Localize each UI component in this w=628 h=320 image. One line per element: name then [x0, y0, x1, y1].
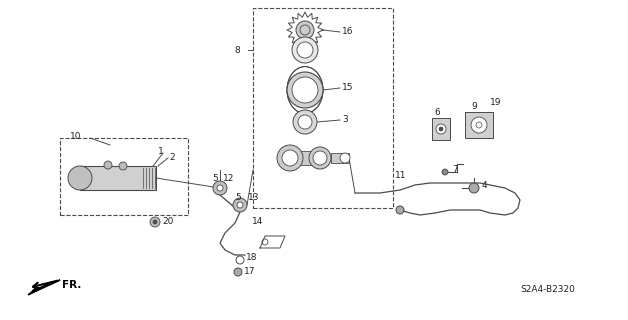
Circle shape	[282, 150, 298, 166]
Text: 8: 8	[234, 45, 240, 54]
Circle shape	[234, 268, 242, 276]
Circle shape	[313, 151, 327, 165]
Circle shape	[68, 166, 92, 190]
Text: 10: 10	[70, 132, 82, 140]
Text: 14: 14	[252, 218, 263, 227]
Text: 20: 20	[162, 218, 173, 227]
Circle shape	[292, 37, 318, 63]
Circle shape	[233, 198, 247, 212]
Text: FR.: FR.	[62, 280, 82, 290]
Circle shape	[297, 42, 313, 58]
Circle shape	[439, 127, 443, 131]
Text: 4: 4	[482, 180, 487, 189]
Bar	[60, 138, 188, 215]
Circle shape	[309, 147, 331, 169]
Text: 13: 13	[248, 194, 259, 203]
Circle shape	[340, 153, 350, 163]
Bar	[331, 153, 349, 163]
Text: 1: 1	[158, 147, 164, 156]
Circle shape	[292, 77, 318, 103]
Circle shape	[296, 21, 314, 39]
Text: 3: 3	[342, 115, 348, 124]
Circle shape	[150, 217, 160, 227]
Circle shape	[442, 169, 448, 175]
Circle shape	[213, 181, 227, 195]
Bar	[290, 151, 320, 165]
Text: 5: 5	[235, 193, 241, 202]
Text: 18: 18	[246, 253, 257, 262]
Text: 12: 12	[223, 173, 234, 182]
Text: 5: 5	[212, 173, 218, 182]
Text: 9: 9	[471, 101, 477, 110]
Text: 2: 2	[169, 153, 175, 162]
Text: 6: 6	[434, 108, 440, 116]
Circle shape	[396, 206, 404, 214]
Bar	[432, 118, 450, 140]
Text: 15: 15	[342, 83, 354, 92]
Text: 7: 7	[452, 164, 458, 173]
Text: S2A4-B2320: S2A4-B2320	[520, 285, 575, 294]
Text: 11: 11	[395, 171, 406, 180]
Circle shape	[217, 185, 223, 191]
Circle shape	[471, 117, 487, 133]
Bar	[465, 112, 493, 138]
Circle shape	[153, 220, 157, 224]
Polygon shape	[28, 280, 60, 295]
Circle shape	[277, 145, 303, 171]
Circle shape	[119, 162, 127, 170]
Circle shape	[104, 161, 112, 169]
Circle shape	[237, 202, 243, 208]
Circle shape	[293, 110, 317, 134]
Circle shape	[436, 124, 446, 134]
Text: 16: 16	[342, 27, 354, 36]
Bar	[80, 166, 156, 190]
Circle shape	[469, 183, 479, 193]
Bar	[253, 8, 393, 208]
Circle shape	[298, 115, 312, 129]
Text: 17: 17	[244, 267, 256, 276]
Circle shape	[287, 72, 323, 108]
Text: 19: 19	[490, 98, 502, 107]
